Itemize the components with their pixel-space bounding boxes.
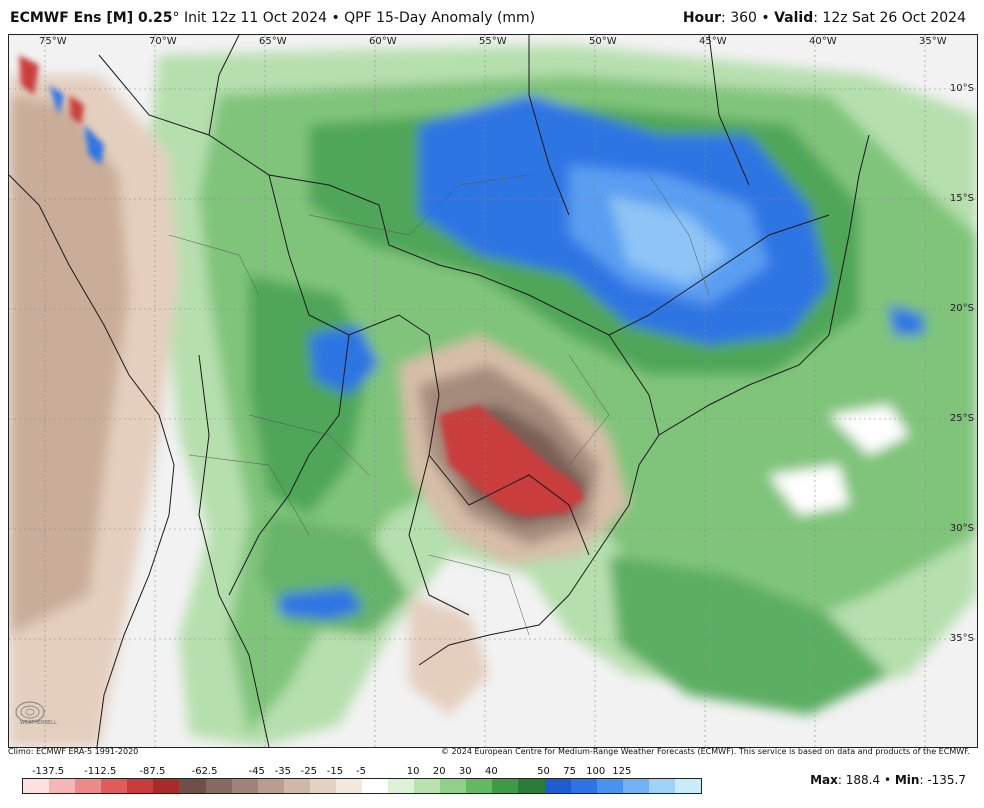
logo-text: WEATHERBELL	[20, 720, 57, 726]
bullet-separator: •	[331, 10, 340, 26]
min-value: -135.7	[927, 773, 966, 787]
colorbar-label: -87.5	[139, 766, 166, 777]
colorbar-label: 50	[537, 766, 550, 777]
lat-label-30s: 30°S	[949, 523, 974, 534]
colorbar-segment	[466, 779, 493, 793]
lon-label-40w: 40°W	[809, 36, 837, 47]
colorbar-label: 30	[458, 766, 472, 777]
stats-bullet: •	[883, 773, 892, 787]
colorbar-label: -45	[248, 766, 265, 777]
lat-label-15s: 15°S	[949, 193, 974, 204]
colorbar-segment	[518, 779, 545, 793]
graticule	[9, 35, 977, 747]
colorbar-label: 40	[485, 766, 498, 777]
colorbar-segment	[414, 779, 441, 793]
lon-label-35w: 35°W	[919, 36, 947, 47]
map-title: ECMWF Ens [M] 0.25° Init 12z 11 Oct 2024…	[10, 10, 535, 26]
colorbar-segment	[101, 779, 128, 793]
lon-label-55w: 55°W	[479, 36, 507, 47]
colorbar-segment	[257, 779, 284, 793]
colorbar-segment	[75, 779, 102, 793]
colorbar-label: -25	[300, 766, 318, 777]
colorbar-label: -62.5	[191, 766, 218, 777]
lat-label-25s: 25°S	[949, 413, 974, 424]
colorbar-segment	[622, 779, 649, 793]
colorbar-segment	[440, 779, 467, 793]
lat-label-20s: 20°S	[949, 303, 974, 314]
colorbar-segment	[283, 779, 310, 793]
strong-anomalies	[19, 55, 584, 517]
lon-label-70w: 70°W	[149, 36, 177, 47]
colorbar-label: -35	[274, 766, 291, 777]
colorbar-segment	[335, 779, 363, 793]
colorbar-label: 75	[563, 766, 576, 777]
valid-value: 12z Sat 26 Oct 2024	[822, 10, 966, 26]
hour-label: Hour	[682, 10, 722, 26]
degree-symbol: °	[172, 10, 180, 26]
colorbar-segment	[388, 779, 415, 793]
product-name: QPF 15-Day Anomaly (mm)	[344, 10, 536, 26]
colorbar-label: -137.5	[31, 766, 65, 777]
lon-label-45w: 45°W	[699, 36, 727, 47]
hour-value: 360	[730, 10, 757, 26]
forecast-time: Hour: 360 • Valid: 12z Sat 26 Oct 2024	[682, 10, 966, 26]
colorbar-label: 125	[612, 766, 632, 777]
min-label: Min	[894, 773, 920, 787]
colorbar-segment	[362, 779, 389, 793]
colorbar-segment	[596, 779, 623, 793]
colorbar-label: -5	[356, 766, 366, 777]
colorbar	[22, 778, 702, 794]
lon-label-60w: 60°W	[369, 36, 397, 47]
bullet-separator-2: •	[761, 10, 770, 26]
colorbar-segment	[309, 779, 336, 793]
country-borders	[9, 35, 870, 747]
colorbar-label: -15	[326, 766, 344, 777]
map-canvas	[9, 35, 977, 747]
max-label: Max	[810, 773, 838, 787]
init-time: Init 12z 11 Oct 2024	[183, 10, 327, 26]
colorbar-label: 10	[406, 766, 420, 777]
weatherbell-logo: WEATHERBELL	[15, 701, 57, 726]
max-min-stats: Max: 188.4 • Min: -135.7	[810, 773, 966, 787]
lon-label-50w: 50°W	[589, 36, 617, 47]
colorbar-label: 100	[586, 766, 606, 777]
model-name: ECMWF Ens [M] 0.25	[10, 10, 173, 26]
lon-label-65w: 65°W	[259, 36, 287, 47]
colorbar-segment	[492, 779, 519, 793]
header: ECMWF Ens [M] 0.25° Init 12z 11 Oct 2024…	[0, 0, 984, 34]
colorbar-segment	[23, 779, 50, 793]
climo-note: Climo: ECMWF ERA-5 1991-2020	[8, 747, 139, 756]
colorbar-segment	[153, 779, 180, 793]
colorbar-segment	[231, 779, 258, 793]
colorbar-segment	[127, 779, 154, 793]
lat-label-10s: 10°S	[949, 83, 974, 94]
colorbar-segment	[570, 779, 597, 793]
colorbar-segment	[205, 779, 232, 793]
copyright-note: © 2024 European Centre for Medium-Range …	[441, 747, 970, 756]
valid-label: Valid	[774, 10, 814, 26]
anomaly-map: 75°W 70°W 65°W 60°W 55°W 50°W 45°W 40°W …	[8, 34, 978, 748]
colorbar-segment	[544, 779, 571, 793]
colorbar-label: 20	[432, 766, 446, 777]
colorbar-segment	[179, 779, 206, 793]
colorbar-segment	[49, 779, 76, 793]
max-value: 188.4	[845, 773, 881, 787]
colorbar-segment	[648, 779, 675, 793]
colorbar-segment	[674, 779, 702, 793]
colorbar-label: -112.5	[84, 766, 117, 777]
lon-label-75w: 75°W	[39, 36, 67, 47]
lat-label-35s: 35°S	[949, 633, 974, 644]
state-borders	[168, 174, 710, 636]
